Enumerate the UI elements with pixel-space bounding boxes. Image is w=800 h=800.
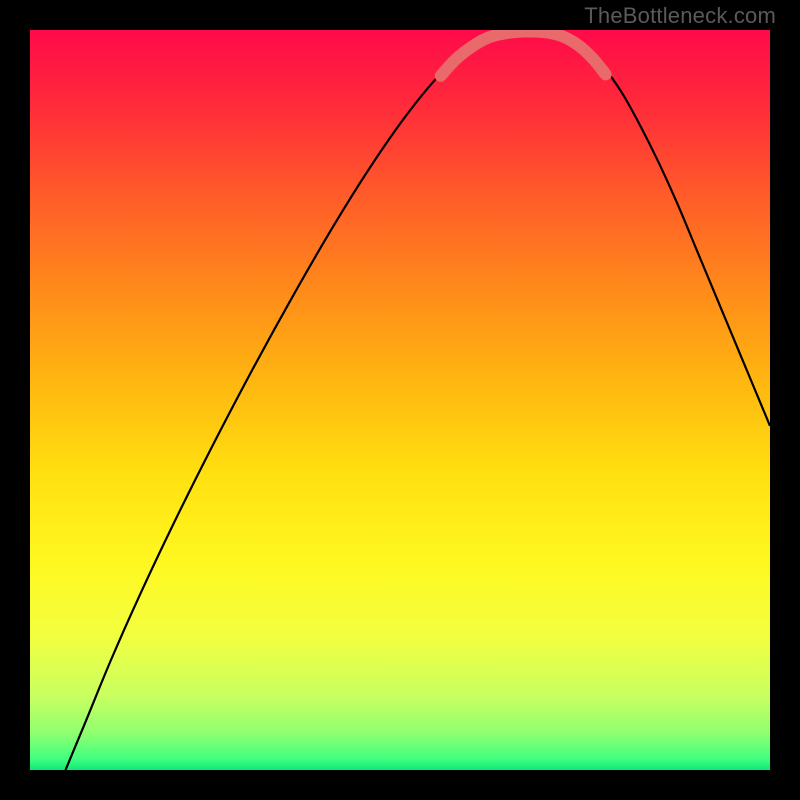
- frame-left: [0, 0, 30, 800]
- bottleneck-chart: [30, 30, 770, 770]
- watermark-text: TheBottleneck.com: [584, 3, 776, 29]
- frame-right: [770, 0, 800, 800]
- frame-bottom: [0, 770, 800, 800]
- gradient-background: [30, 30, 770, 770]
